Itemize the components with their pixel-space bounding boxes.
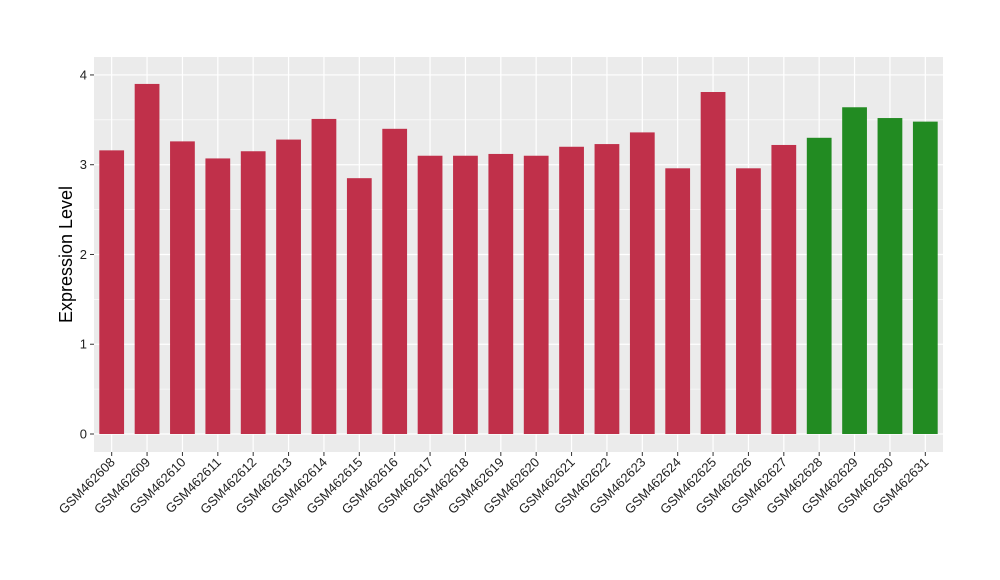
minor-gridlines [94, 119, 943, 390]
bar-GSM462630 [877, 118, 903, 435]
bar-GSM462616 [382, 128, 408, 435]
bar-GSM462621 [559, 146, 584, 434]
bar-GSM462608 [99, 150, 125, 434]
bars [99, 83, 938, 435]
bar-GSM462609 [134, 83, 160, 434]
bar-GSM462618 [453, 155, 478, 434]
bar-GSM462610 [170, 141, 195, 434]
bar-GSM462626 [736, 168, 761, 435]
bar-GSM462631 [912, 121, 938, 434]
bar-GSM462617 [417, 155, 443, 434]
bar-GSM462625 [700, 92, 726, 434]
bar-GSM462614 [311, 118, 337, 434]
y-axis-title: Expression Level [56, 186, 76, 323]
bar-GSM462620 [523, 155, 549, 434]
x-axis: GSM462608GSM462609GSM462610GSM462611GSM4… [56, 452, 931, 517]
y-tick-label: 1 [80, 337, 87, 352]
bar-GSM462629 [842, 107, 867, 435]
y-tick-label: 3 [80, 157, 87, 172]
y-tick-label: 2 [80, 247, 87, 262]
bar-GSM462622 [594, 144, 620, 435]
y-axis: 0 1 2 3 4 [80, 67, 94, 442]
bar-GSM462612 [240, 151, 266, 434]
bar-GSM462624 [665, 168, 691, 435]
bar-GSM462613 [276, 139, 301, 435]
y-tick-label: 0 [80, 427, 87, 442]
y-tick-label: 4 [80, 67, 87, 82]
bar-GSM462611 [205, 158, 231, 434]
bar-GSM462619 [488, 153, 514, 434]
bar-GSM462615 [346, 178, 372, 434]
bar-GSM462623 [629, 132, 655, 434]
bar-GSM462628 [806, 137, 832, 435]
bar-GSM462627 [771, 144, 797, 434]
